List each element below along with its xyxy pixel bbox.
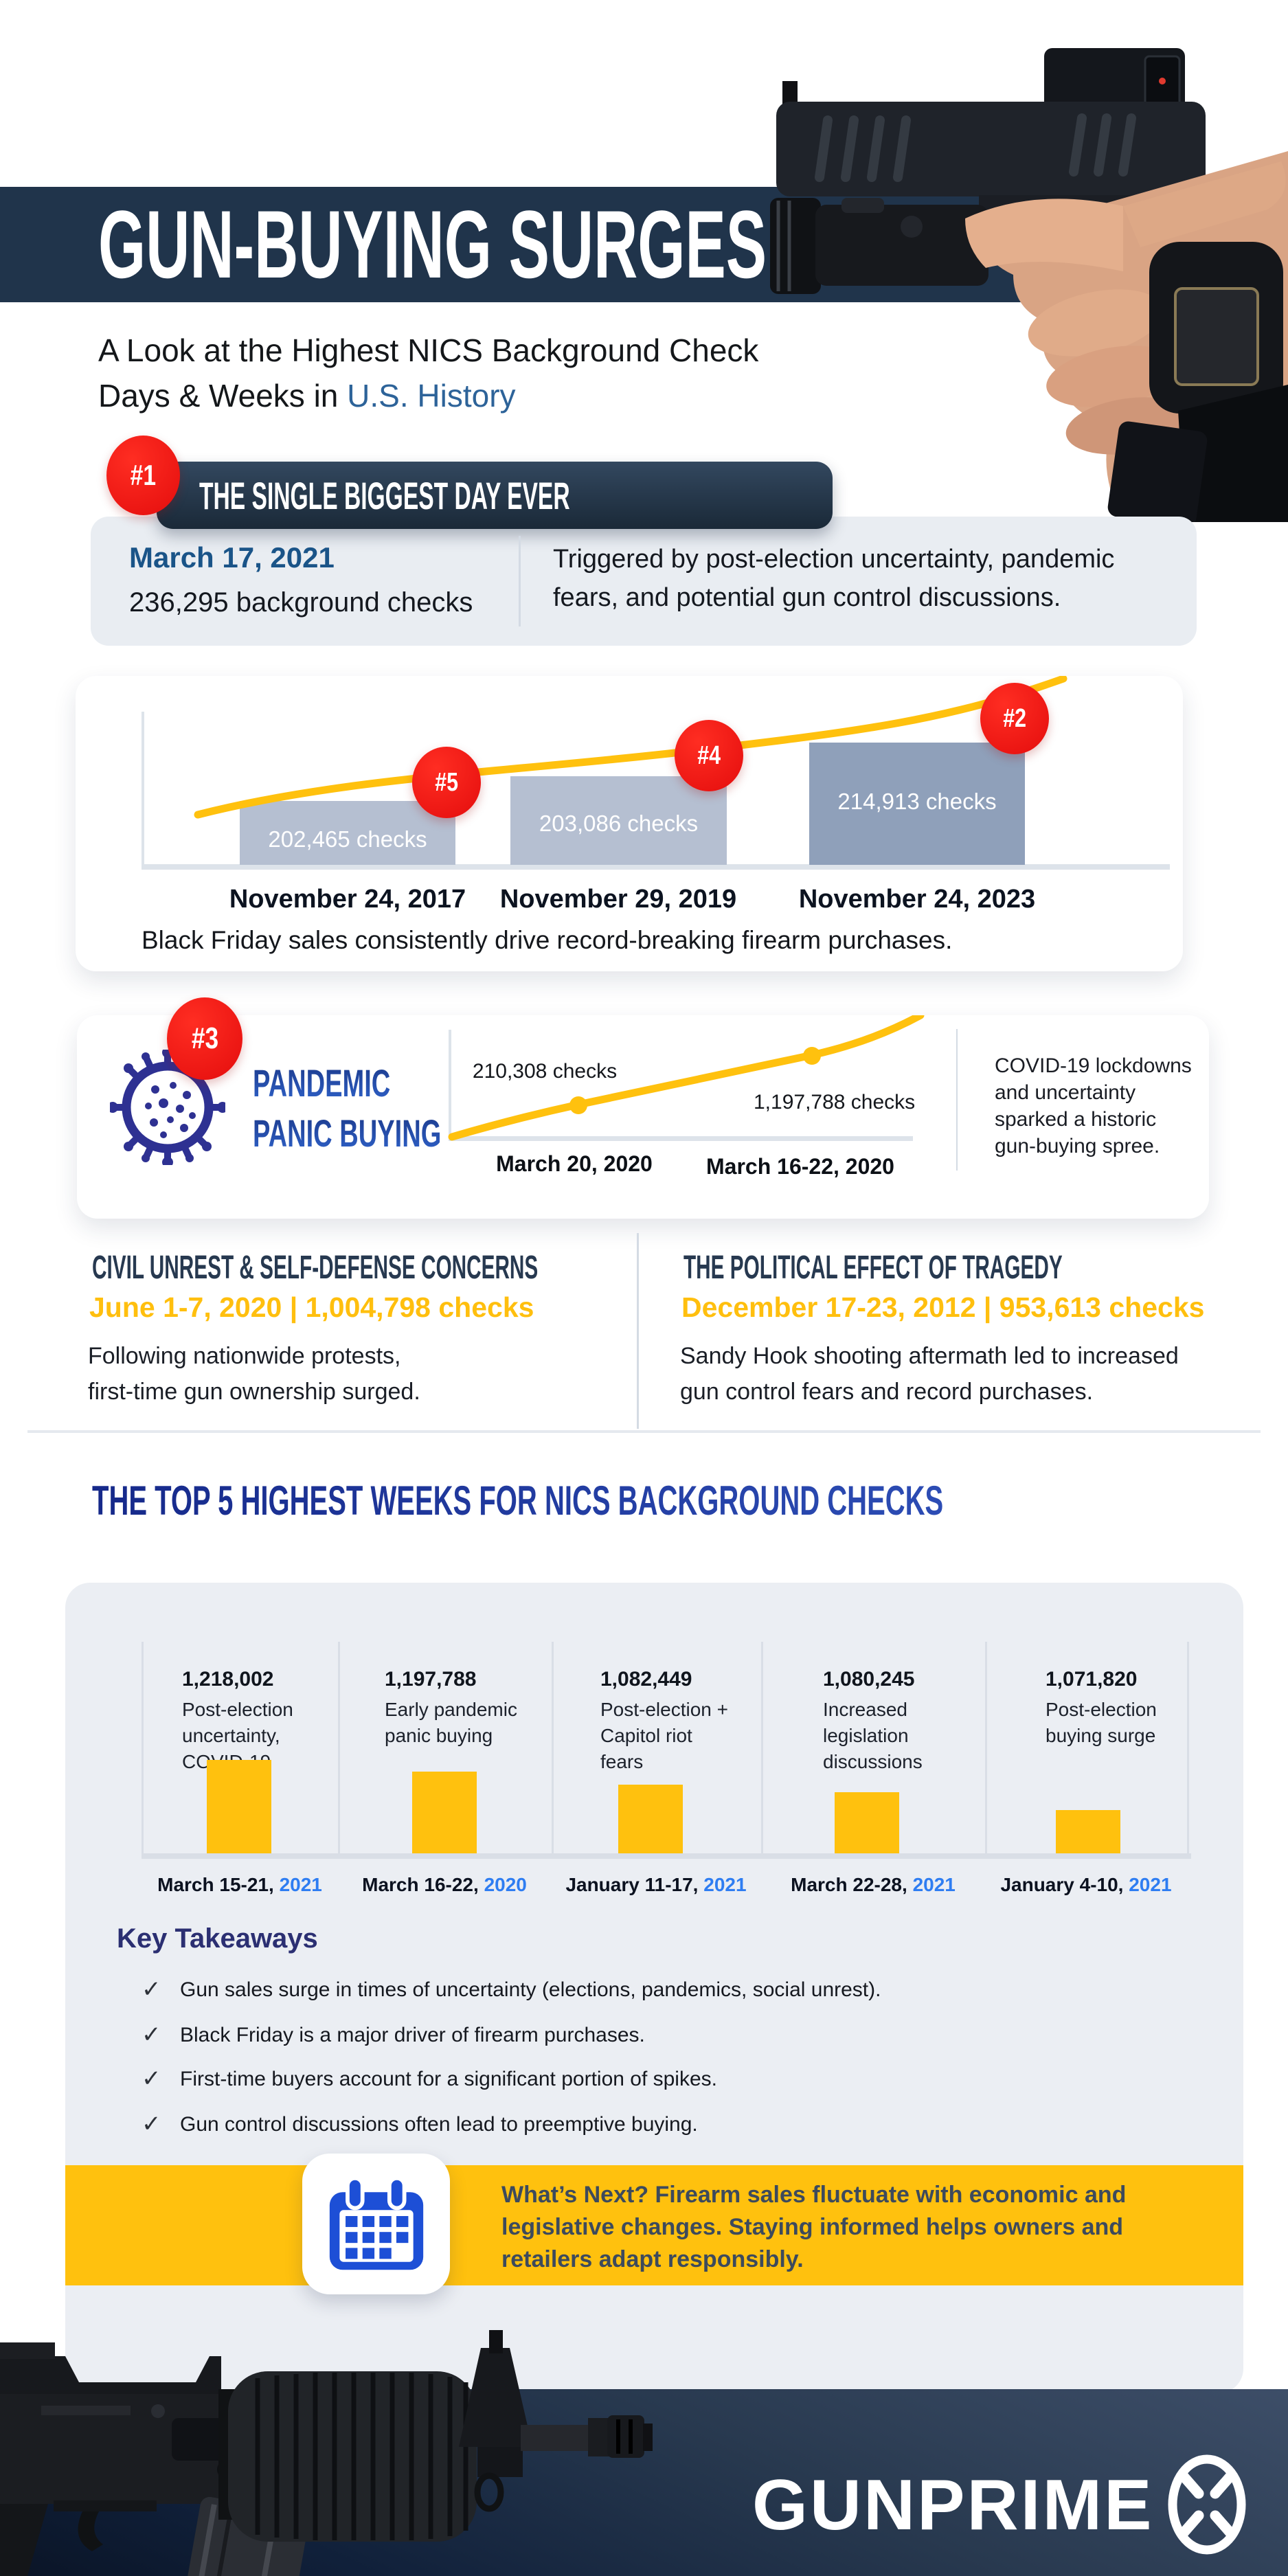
key-takeaways-heading: Key Takeaways bbox=[117, 1923, 318, 1954]
rank-badge-4: #4 bbox=[675, 720, 743, 791]
top5-divider bbox=[552, 1642, 554, 1855]
biggest-day-description: Triggered by post-election uncertainty, … bbox=[553, 545, 1115, 612]
calendar-icon bbox=[329, 2176, 424, 2270]
bf-date-2023: November 24, 2023 bbox=[798, 885, 1036, 914]
rank-badge-3: #3 bbox=[167, 997, 242, 1080]
bf-bar-2019 bbox=[510, 776, 727, 865]
civil-unrest-stat: June 1-7, 2020 | 1,004,798 checks bbox=[89, 1291, 534, 1323]
bf-bar-label-2019: 203,086 checks bbox=[539, 811, 699, 836]
top5-bar-2 bbox=[412, 1772, 477, 1854]
pandemic-card bbox=[77, 1015, 1209, 1219]
top5-heading: THE TOP 5 HIGHEST WEEKS FOR NICS BACKGRO… bbox=[92, 1478, 944, 1524]
top5-value-2: 1,197,788 bbox=[385, 1668, 477, 1691]
rank-number-3: 3 bbox=[587, 1587, 725, 1669]
whats-next-banner bbox=[65, 2165, 1243, 2285]
top5-desc-3: Post-election + Capitol riot fears bbox=[600, 1699, 728, 1772]
pandemic-title: PANDEMIC PANIC BUYING bbox=[253, 1061, 442, 1155]
biggest-day-date: March 17, 2021 bbox=[129, 541, 335, 574]
bf-date-2017: November 24, 2017 bbox=[229, 885, 466, 914]
main-title-line2: GUN-BUYING SURGES bbox=[98, 190, 767, 298]
top5-bar-3 bbox=[618, 1785, 683, 1854]
rank-number-1: 1 bbox=[171, 1587, 308, 1669]
bf-date-2019: November 29, 2019 bbox=[499, 885, 737, 914]
rank-number-5: 5 bbox=[1017, 1587, 1155, 1669]
top5-bar-4 bbox=[835, 1792, 899, 1854]
top5-desc-4: Increased legislation discussions bbox=[823, 1699, 923, 1772]
top5-divider bbox=[338, 1642, 340, 1855]
top5-baseline bbox=[142, 1853, 1191, 1859]
check-icon: ✓ bbox=[142, 2022, 161, 2048]
takeaway-item: Black Friday is a major driver of firear… bbox=[180, 2024, 645, 2046]
pandemic-date2: March 16-22, 2020 bbox=[706, 1154, 894, 1179]
check-icon: ✓ bbox=[142, 2111, 161, 2137]
section-rule bbox=[27, 1430, 1261, 1433]
rank-number-4: 4 bbox=[804, 1587, 942, 1669]
takeaway-item: First-time buyers account for a signific… bbox=[180, 2068, 717, 2090]
top5-divider bbox=[1187, 1642, 1189, 1855]
top5-value-4: 1,080,245 bbox=[823, 1668, 915, 1691]
whats-next-text: What’s Next? Firearm sales fluctuate wit… bbox=[501, 2182, 1127, 2272]
top5-desc-5: Post-election buying surge bbox=[1046, 1699, 1157, 1746]
pandemic-description: COVID-19 lockdowns and uncertainty spark… bbox=[995, 1054, 1192, 1157]
brand-crosshair-icon bbox=[1168, 2454, 1246, 2555]
rank-badge-2: #2 bbox=[980, 683, 1049, 754]
pistol-photo bbox=[770, 48, 1288, 522]
card-divider bbox=[519, 536, 521, 626]
bf-baseline bbox=[142, 864, 1170, 870]
subtitle-highlight: U.S. History bbox=[347, 378, 516, 414]
top5-divider bbox=[985, 1642, 987, 1855]
civil-unrest-heading: CIVIL UNREST & SELF-DEFENSE CONCERNS bbox=[92, 1250, 539, 1286]
brand-logo-text: GUNPRIME bbox=[752, 2465, 1154, 2545]
top5-value-3: 1,082,449 bbox=[600, 1668, 692, 1691]
bf-bar-label-2017: 202,465 checks bbox=[268, 826, 427, 852]
check-icon: ✓ bbox=[142, 2066, 161, 2092]
bf-bar-2023 bbox=[809, 743, 1025, 865]
tragedy-stat: December 17-23, 2012 | 953,613 checks bbox=[681, 1291, 1205, 1323]
pandemic-y-axis bbox=[449, 1030, 451, 1140]
top5-value-1: 1,218,002 bbox=[182, 1668, 274, 1691]
tragedy-heading: THE POLITICAL EFFECT OF TRAGEDY bbox=[683, 1250, 1063, 1286]
subtitle-line1: A Look at the Highest NICS Background Ch… bbox=[98, 332, 759, 368]
pandemic-point2-label: 1,197,788 checks bbox=[754, 1091, 916, 1114]
top5-date-4: March 22-28, 2021 bbox=[791, 1874, 956, 1895]
bf-caption: Black Friday sales consistently drive re… bbox=[142, 926, 953, 954]
top5-desc-2: Early pandemic panic buying bbox=[385, 1699, 517, 1746]
subtitle-line2: Days & Weeks in U.S. History bbox=[98, 378, 516, 414]
tragedy-body: Sandy Hook shooting aftermath led to inc… bbox=[680, 1343, 1179, 1405]
rifle-photo bbox=[0, 2330, 653, 2576]
top5-value-5: 1,071,820 bbox=[1046, 1668, 1138, 1691]
takeaway-item: Gun control discussions often lead to pr… bbox=[180, 2113, 698, 2136]
top5-bar-1 bbox=[207, 1760, 271, 1854]
top5-date-5: January 4-10, 2021 bbox=[1000, 1874, 1172, 1895]
takeaway-item: Gun sales surge in times of uncertainty … bbox=[180, 1978, 881, 2001]
top5-bar-5 bbox=[1056, 1810, 1120, 1854]
top5-date-2: March 16-22, 2020 bbox=[362, 1874, 527, 1895]
top5-divider bbox=[142, 1642, 144, 1855]
pandemic-date1: March 20, 2020 bbox=[496, 1151, 653, 1176]
rank-badge-1: #1 bbox=[106, 436, 180, 515]
rank-badge-5: #5 bbox=[412, 747, 481, 818]
single-biggest-day-card bbox=[91, 517, 1197, 646]
pandemic-divider bbox=[956, 1029, 958, 1171]
top5-date-1: March 15-21, 2021 bbox=[157, 1874, 322, 1895]
bf-bar-2017 bbox=[240, 801, 455, 865]
top5-date-3: January 11-17, 2021 bbox=[565, 1874, 747, 1895]
pandemic-line-chart bbox=[448, 1015, 925, 1141]
biggest-day-stat: 236,295 background checks bbox=[129, 587, 473, 618]
dual-divider bbox=[637, 1233, 639, 1429]
bf-bar-label-2023: 214,913 checks bbox=[837, 789, 997, 814]
bf-y-axis bbox=[142, 712, 144, 868]
pandemic-baseline bbox=[449, 1136, 913, 1141]
civil-unrest-body: Following nationwide protests, first-tim… bbox=[88, 1343, 420, 1405]
top5-divider bbox=[761, 1642, 763, 1855]
rank-number-2: 2 bbox=[376, 1587, 513, 1669]
single-biggest-day-header: THE SINGLE BIGGEST DAY EVER bbox=[157, 462, 833, 529]
check-icon: ✓ bbox=[142, 1976, 161, 2002]
pandemic-point1-label: 210,308 checks bbox=[472, 1060, 618, 1083]
